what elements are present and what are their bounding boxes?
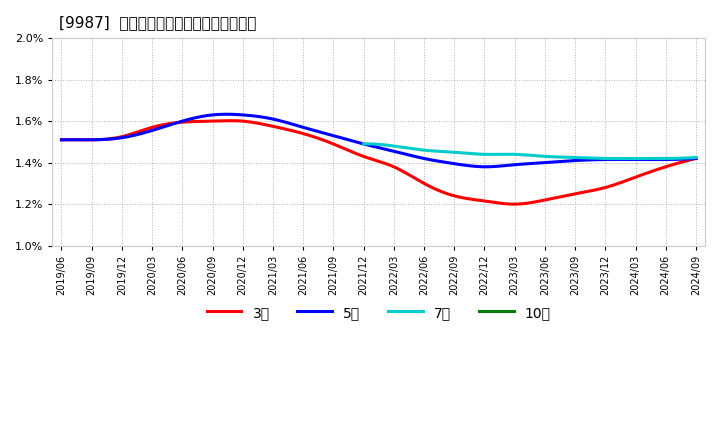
Line: 5年: 5年 (61, 114, 696, 167)
3年 (692, 156, 701, 161)
3年 (510, 202, 519, 207)
5年 (458, 162, 467, 168)
3年 (458, 195, 467, 200)
3年 (310, 134, 319, 139)
5年 (310, 128, 319, 133)
3年 (521, 201, 530, 206)
7年 (364, 141, 372, 147)
7年 (692, 155, 701, 160)
5年 (133, 132, 142, 137)
7年 (602, 156, 611, 161)
7年 (612, 156, 621, 161)
3年 (57, 137, 66, 143)
3年 (518, 201, 527, 206)
7年 (600, 156, 608, 161)
5年 (482, 164, 490, 169)
Line: 7年: 7年 (364, 144, 696, 158)
Text: [9987]  経常利益マージンの平均値の推移: [9987] 経常利益マージンの平均値の推移 (59, 15, 256, 30)
7年 (570, 155, 578, 160)
7年 (359, 141, 368, 147)
3年 (228, 118, 236, 123)
7年 (469, 151, 477, 156)
Legend: 3年, 5年, 7年, 10年: 3年, 5年, 7年, 10年 (201, 300, 557, 326)
7年 (400, 145, 409, 150)
5年 (518, 161, 527, 167)
5年 (57, 137, 66, 143)
5年 (266, 116, 274, 121)
3年 (133, 129, 142, 135)
Line: 3年: 3年 (61, 121, 696, 204)
5年 (692, 156, 701, 161)
5年 (521, 161, 530, 166)
5年 (222, 112, 231, 117)
7年 (492, 152, 500, 157)
3年 (266, 123, 274, 128)
